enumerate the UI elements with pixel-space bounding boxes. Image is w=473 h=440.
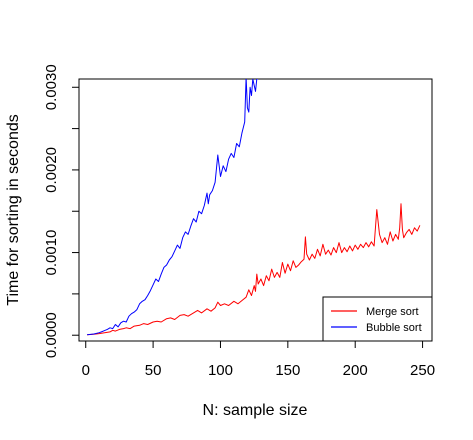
legend-entry: Bubble sort: [366, 322, 422, 334]
y-tick-label: 0.0000: [43, 312, 60, 358]
x-axis: 0 50 100 150 200 250: [82, 341, 436, 379]
x-tick-label: 0: [82, 362, 90, 379]
series-layer: [87, 77, 420, 335]
legend-entry: Merge sort: [366, 306, 419, 318]
x-tick-label: 150: [275, 362, 300, 379]
y-tick-label: 0.0020: [43, 147, 60, 193]
y-tick-label: 0.0030: [43, 64, 60, 110]
y-axis-label: Time for sorting in seconds: [5, 114, 22, 305]
y-tick-label: 0.0010: [43, 230, 60, 276]
series-line-bubble-sort: [87, 77, 258, 335]
x-tick-label: 50: [145, 362, 162, 379]
x-tick-label: 100: [208, 362, 233, 379]
x-axis-label: N: sample size: [203, 402, 308, 419]
x-tick-label: 200: [343, 362, 368, 379]
x-tick-label: 250: [410, 362, 435, 379]
legend-box: [323, 297, 432, 341]
legend: Merge sort Bubble sort: [323, 297, 432, 341]
y-axis: 0.0000 0.0010 0.0020 0.0030: [43, 64, 79, 358]
